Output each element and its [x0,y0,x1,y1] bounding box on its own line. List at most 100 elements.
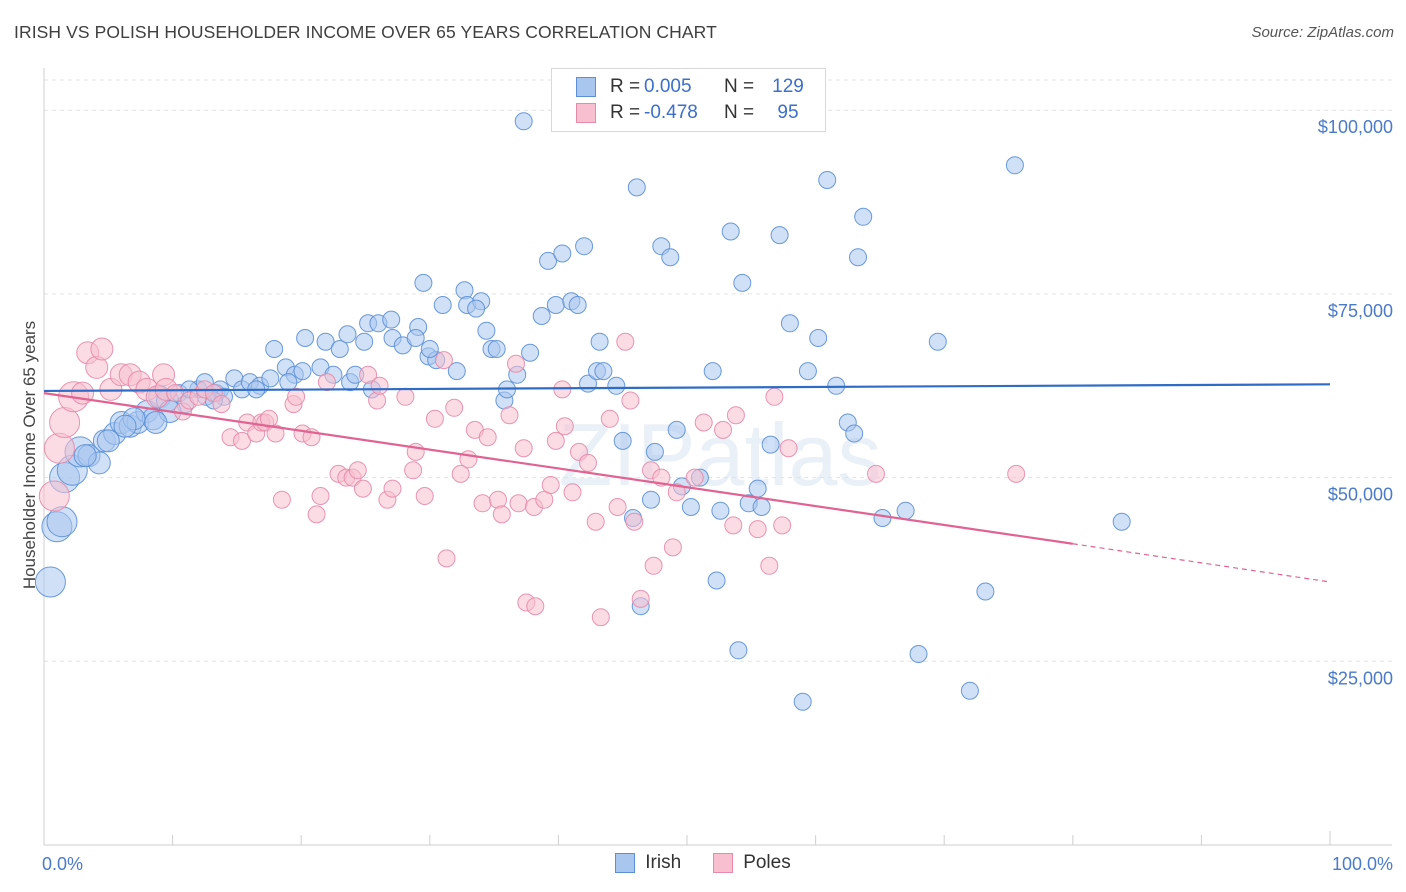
irish-point [455,281,474,300]
poles-point [748,520,767,539]
poles-point [437,549,456,568]
r-value: -0.478 [644,102,698,123]
irish-point [809,329,828,347]
poles-point [500,406,519,425]
poles-point [616,332,635,351]
irish-point [113,414,137,438]
poles-point [489,490,507,509]
poles-point [514,439,533,458]
irish-point [645,442,664,461]
series-legend: Irish Poles [0,852,1406,874]
irish-point [770,226,789,245]
irish-point [521,343,540,362]
irish-point [703,362,722,381]
irish-point [711,501,730,520]
irish-point [798,362,817,381]
poles-point [586,512,605,531]
y-tick-label: $50,000 [1328,485,1393,505]
poles-point [212,395,231,414]
legend-row-poles: R = -0.478 N = 95 [576,100,808,126]
irish-point [761,435,780,454]
irish-point [733,273,752,292]
poles-point [694,413,713,432]
poles-point [724,516,743,535]
irish-point [96,429,120,453]
x-tick-labels: 0.0% 100.0% [42,854,1393,874]
irish-swatch [615,853,636,873]
poles-point [765,387,784,406]
irish-point [532,307,551,325]
irish-points [34,112,1131,711]
poles-point [631,589,650,608]
irish-point [748,479,767,498]
poles-point [625,512,644,531]
irish-point [590,332,609,351]
irish-point [729,641,748,660]
irish-point [613,431,632,450]
y-tick-labels: $25,000 $50,000 $75,000 $100,000 [1318,117,1393,688]
poles-trend-line [43,392,1073,545]
poles-point [353,479,372,498]
irish-point [793,692,812,711]
poles-point [368,391,387,410]
poles-point [600,409,619,428]
poles-point [311,487,330,505]
y-tick-label: $25,000 [1328,668,1393,688]
poles-point [38,480,70,512]
irish-point [477,321,496,340]
poles-swatch [576,103,596,123]
poles-point [553,380,572,399]
poles-point [867,464,885,483]
poles-point [526,597,545,616]
source-label: Source: ZipAtlas.com [1251,24,1394,41]
irish-point [1112,512,1131,531]
irish-point [854,207,873,226]
poles-point [685,468,704,487]
poles-point [451,464,470,483]
irish-point [293,362,312,381]
poles-point [272,490,291,509]
legend-row-irish: R = 0.005 N = 129 [576,74,808,100]
irish-point [546,296,565,314]
irish-point [707,571,726,590]
chart-title: IRISH VS POLISH HOUSEHOLDER INCOME OVER … [14,22,717,42]
irish-point [330,340,349,358]
irish-point [873,509,892,527]
irish-swatch [576,77,596,97]
irish-point [752,498,771,516]
irish-point [467,299,486,318]
irish-point [420,340,439,358]
poles-point [579,453,597,472]
irish-point [667,420,686,439]
n-label: N = [724,76,755,97]
poles-point [370,376,389,395]
poles-point [591,608,610,627]
poles-point [492,505,511,524]
x-tick-label: 100.0% [1332,854,1393,874]
legend-item-irish[interactable]: Irish [615,852,681,874]
poles-point [507,354,525,373]
irish-point [1005,156,1024,175]
irish-point [960,681,979,700]
irish-point [34,566,66,598]
poles-point [773,516,792,535]
r-label: R = [610,102,641,123]
irish-point [414,273,433,292]
poles-point [478,428,497,447]
poles-point [726,406,745,425]
irish-point [447,362,466,381]
x-tick-label: 0.0% [42,854,83,874]
poles-point [555,417,574,436]
poles-point [434,351,453,370]
n-value: 129 [772,76,804,97]
poles-point [779,439,798,458]
poles-point [359,365,378,384]
poles-point [396,387,415,406]
irish-point [681,498,700,516]
irish-point [575,237,594,256]
legend-item-poles[interactable]: Poles [713,852,791,874]
poles-point [307,505,326,524]
poles-point [509,494,528,513]
poles-point [667,483,686,502]
poles-point [1007,464,1026,483]
